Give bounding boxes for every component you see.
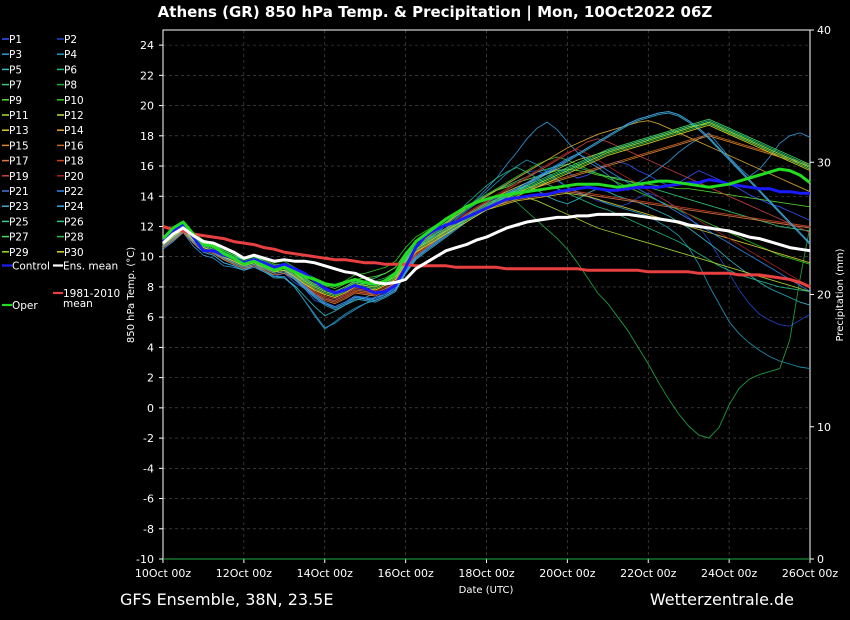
legend-label-p22: P22 bbox=[64, 186, 84, 198]
x-tick-label: 14Oct 00z bbox=[297, 567, 354, 580]
legend-label-p2: P2 bbox=[64, 34, 77, 46]
y-tick-label: 12 bbox=[140, 220, 154, 233]
y-tick-label: 18 bbox=[140, 130, 154, 143]
legend-label-p13: P13 bbox=[9, 125, 29, 137]
legend-label-p4: P4 bbox=[64, 49, 77, 61]
x-tick-label: 16Oct 00z bbox=[377, 567, 434, 580]
legend-label-p11: P11 bbox=[9, 110, 29, 122]
y-tick-label: -2 bbox=[143, 432, 154, 445]
x-tick-label: 18Oct 00z bbox=[458, 567, 515, 580]
legend-label-p30: P30 bbox=[64, 247, 84, 259]
y-tick-label: 16 bbox=[140, 160, 154, 173]
legend-label-p10: P10 bbox=[64, 95, 84, 107]
legend-label-p7: P7 bbox=[9, 80, 22, 92]
y-tick-label: -6 bbox=[143, 493, 154, 506]
legend-label-ens-mean: Ens. mean bbox=[63, 261, 118, 273]
x-tick-label: 12Oct 00z bbox=[216, 567, 273, 580]
y-tick-label: -10 bbox=[136, 553, 154, 566]
series-line-1981-2010-mean bbox=[162, 225, 811, 289]
y-tick-label: 4 bbox=[147, 341, 154, 354]
legend-label-p29: P29 bbox=[9, 247, 29, 259]
y-tick-label: 0 bbox=[147, 402, 154, 415]
y-tick-label: 22 bbox=[140, 69, 154, 82]
legend-label-p5: P5 bbox=[9, 64, 22, 76]
y2-tick-label: 40 bbox=[817, 24, 831, 37]
legend-label-p12: P12 bbox=[64, 110, 84, 122]
legend-label-p3: P3 bbox=[9, 49, 22, 61]
y2-tick-label: 30 bbox=[817, 156, 831, 169]
x-tick-label: 20Oct 00z bbox=[539, 567, 596, 580]
legend-label-p6: P6 bbox=[64, 64, 77, 76]
y2-axis-ticks: 40 30 20 10 0 bbox=[810, 24, 831, 566]
legend-label-p1: P1 bbox=[9, 34, 22, 46]
x-tick-label: 24Oct 00z bbox=[701, 567, 758, 580]
legend-label-p20: P20 bbox=[64, 171, 84, 183]
chart-title: Athens (GR) 850 hPa Temp. & Precipitatio… bbox=[158, 3, 713, 22]
x-tick-label: 26Oct 00z bbox=[782, 567, 839, 580]
legend-label-p15: P15 bbox=[9, 140, 29, 152]
legend-label-p16: P16 bbox=[64, 140, 84, 152]
x-tick-label: 10Oct 00z bbox=[135, 567, 192, 580]
legend-label-p28: P28 bbox=[64, 232, 84, 244]
y2-tick-label: 10 bbox=[817, 421, 831, 434]
member-line-p4 bbox=[162, 159, 811, 370]
legend-label-p14: P14 bbox=[64, 125, 84, 137]
legend-label-p8: P8 bbox=[64, 80, 77, 92]
x-axis-ticks: 10Oct 00z 12Oct 00z 14Oct 00z 16Oct 00z 18Oc… bbox=[135, 559, 839, 580]
x-axis-label: Date (UTC) bbox=[459, 585, 514, 596]
y-tick-label: -8 bbox=[143, 523, 154, 536]
legend-label-p26: P26 bbox=[64, 216, 84, 228]
x-tick-label: 22Oct 00z bbox=[620, 567, 677, 580]
y-tick-label: -4 bbox=[143, 462, 154, 475]
legend-label-p21: P21 bbox=[9, 186, 29, 198]
legend-label-control: Control bbox=[12, 261, 50, 273]
legend-label-p9: P9 bbox=[9, 95, 22, 107]
y-tick-label: 24 bbox=[140, 39, 154, 52]
y-axis-label: 850 hPa Temp. (°C) bbox=[126, 247, 137, 343]
y-tick-label: 10 bbox=[140, 251, 154, 264]
series-line-oper bbox=[161, 167, 811, 287]
y2-axis-label: Precipitation (mm) bbox=[835, 248, 846, 341]
legend-label-p25: P25 bbox=[9, 216, 29, 228]
series-line-control bbox=[161, 178, 810, 295]
legend: P1 P2 P3 P4 P5 P6 P7 P8 P9 P10 P11 P12 P13 P14 P15 P16 P… bbox=[2, 34, 120, 312]
y-tick-label: 8 bbox=[147, 281, 154, 294]
y-tick-label: 2 bbox=[147, 372, 154, 385]
y2-tick-label: 0 bbox=[817, 553, 824, 566]
y2-tick-label: 20 bbox=[817, 289, 831, 302]
legend-label-p23: P23 bbox=[9, 201, 29, 213]
legend-label-oper: Oper bbox=[12, 300, 38, 312]
legend-label-p19: P19 bbox=[9, 171, 29, 183]
y-tick-label: 20 bbox=[140, 100, 154, 113]
legend-label-p17: P17 bbox=[9, 156, 29, 168]
main-series bbox=[161, 167, 811, 295]
footer-brand: Wetterzentrale.de bbox=[650, 590, 794, 609]
footer-source: GFS Ensemble, 38N, 23.5E bbox=[120, 590, 333, 609]
y-tick-label: 14 bbox=[140, 190, 154, 203]
legend-label-p18: P18 bbox=[64, 156, 84, 168]
legend-label-1981-2010-mean: 1981-2010 mean bbox=[63, 288, 120, 310]
y-tick-label: 6 bbox=[147, 311, 154, 324]
legend-label-p27: P27 bbox=[9, 232, 29, 244]
legend-label-p24: P24 bbox=[64, 201, 84, 213]
series-line-ens-mean bbox=[161, 212, 811, 286]
